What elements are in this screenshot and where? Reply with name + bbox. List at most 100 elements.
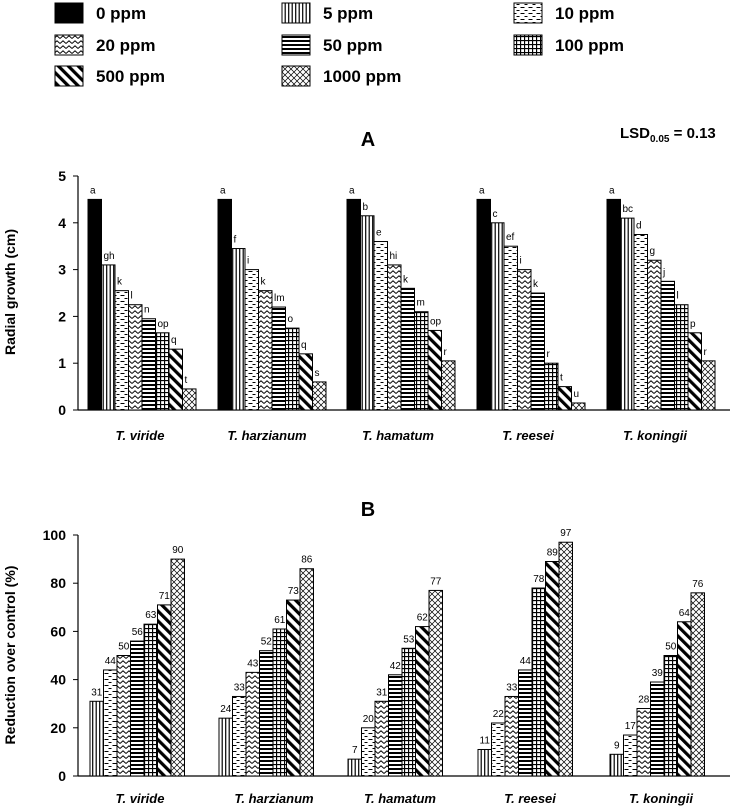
panel-a-y-tick-label: 0 [58, 402, 66, 418]
panel-b-bar-t-koningii-50-ppm [650, 681, 665, 777]
panel-b-bar-t-harzianum-1000-ppm [299, 568, 314, 777]
panel-a-bar-t-harzianum-0-ppm [217, 198, 232, 411]
legend-label-1000-ppm: 1000 ppm [323, 67, 401, 86]
panel-a-bar-t-reesei-0-ppm [476, 198, 491, 411]
panel-b-category-label-t-hamatum: T. hamatum [364, 791, 436, 806]
panel-b-bar-t-harzianum-100-ppm [272, 628, 287, 777]
legend-swatch-50-ppm [281, 34, 311, 56]
legend-swatch-100-ppm [513, 34, 543, 56]
panel-a-data-label: lm [274, 293, 285, 304]
panel-b-data-label: 42 [390, 661, 402, 672]
panel-a-data-label: k [117, 277, 123, 288]
panel-b-bar-t-reesei-50-ppm [518, 669, 533, 777]
panel-b-y-tick-label: 100 [43, 527, 67, 543]
panel-a-data-label: q [301, 340, 307, 351]
legend-swatch-10-ppm [513, 2, 543, 24]
panel-a-data-label: i [247, 256, 249, 267]
panel-b-bar-t-koningii-500-ppm [677, 621, 692, 777]
panel-a-y-tick-label: 2 [58, 308, 66, 324]
panel-a-bar-t-harzianum-500-ppm [298, 353, 313, 411]
panel-b-data-label: 9 [614, 740, 620, 751]
panel-a-bar-t-hamatum-0-ppm [346, 198, 361, 411]
panel-b-category-label-t-koningii: T. koningii [629, 791, 693, 806]
panel-b-y-tick-label: 20 [50, 720, 66, 736]
panel-a-data-label: f [234, 235, 237, 246]
panel-b-data-label: 11 [480, 735, 491, 746]
panel-a-bar-t-harzianum-50-ppm [271, 306, 286, 411]
panel-b-data-label: 7 [352, 745, 358, 756]
panel-b-bar-t-viride-1000-ppm [170, 558, 185, 777]
panel-a-data-label: n [144, 305, 150, 316]
panel-a-bar-t-viride-100-ppm [155, 332, 170, 411]
panel-a-data-label: o [288, 314, 294, 325]
panel-b-bar-t-reesei-20-ppm [504, 695, 519, 777]
panel-a-data-label: k [261, 277, 267, 288]
panel-b-data-label: 97 [560, 528, 572, 539]
panel-b-bar-t-koningii-100-ppm [663, 655, 678, 777]
panel-b-bar-t-hamatum-20-ppm [374, 700, 389, 777]
lsd-annotation: LSD0.05 = 0.13 [620, 125, 716, 145]
panel-a-data-label: g [650, 246, 656, 257]
panel-a-bar-t-reesei-500-ppm [557, 386, 572, 411]
panel-a-y-tick-label: 1 [58, 355, 66, 371]
panel-b-data-label: 56 [132, 627, 144, 638]
legend-label-10-ppm: 10 ppm [555, 4, 615, 23]
panel-b-data-label: 63 [145, 610, 157, 621]
panel-b-bar-t-viride-5-ppm [89, 700, 104, 777]
panel-a-data-label: hi [390, 251, 398, 262]
panel-b-data-label: 39 [652, 668, 664, 679]
panel-a-data-label: c [493, 209, 498, 220]
panel-a-bar-t-koningii-0-ppm [606, 198, 621, 411]
panel-a-y-tick-label: 5 [58, 168, 66, 184]
panel-b-chart: B Reduction over control (%) 0 20 40 60 80 10… [2, 499, 730, 806]
panel-a-bar-t-hamatum-100-ppm [414, 311, 429, 411]
panel-a-data-label: l [677, 291, 679, 302]
panel-b-bar-t-reesei-10-ppm [491, 722, 506, 777]
panel-b-bar-t-viride-20-ppm [116, 655, 131, 777]
panel-b-bar-t-harzianum-5-ppm [218, 717, 233, 777]
panel-b-data-label: 52 [261, 637, 273, 648]
panel-b-bar-t-reesei-100-ppm [531, 587, 546, 777]
panel-a-data-label: u [574, 389, 580, 400]
panel-b-data-label: 22 [493, 709, 505, 720]
panel-b-data-label: 33 [234, 682, 246, 693]
panel-a-data-label: i [520, 256, 522, 267]
panel-b-bar-t-viride-50-ppm [130, 640, 145, 777]
panel-a-bar-t-koningii-500-ppm [687, 332, 702, 411]
panel-b-title: B [361, 499, 375, 521]
panel-a-data-label: k [533, 279, 539, 290]
panel-a-y-tick-label: 4 [58, 215, 66, 231]
panel-a-bar-t-hamatum-10-ppm [373, 241, 388, 411]
legend-swatch-1000-ppm [281, 65, 311, 87]
panel-b-data-label: 28 [638, 695, 650, 706]
legend: 0 ppm 5 ppm 10 ppm 20 ppm 50 ppm 100 ppm 500 p… [54, 2, 624, 87]
panel-a-bar-t-reesei-10-ppm [503, 245, 518, 411]
legend-label-20-ppm: 20 ppm [96, 36, 156, 55]
panel-b-bar-t-hamatum-10-ppm [361, 727, 376, 777]
panel-a-bar-t-reesei-1000-ppm [571, 402, 586, 411]
panel-b-bar-t-harzianum-10-ppm [232, 695, 247, 777]
panel-b-bar-t-koningii-20-ppm [636, 708, 651, 777]
panel-b-bar-t-hamatum-5-ppm [347, 758, 362, 777]
legend-swatch-5-ppm [281, 2, 311, 24]
panel-b-data-label: 20 [363, 714, 375, 725]
panel-a-data-label: e [376, 228, 382, 239]
panel-a-bar-t-harzianum-1000-ppm [312, 381, 327, 411]
panel-a-data-label: op [430, 316, 442, 327]
panel-b-category-label-t-harzianum: T. harzianum [234, 791, 314, 806]
panel-b-bar-t-reesei-1000-ppm [558, 541, 573, 777]
panel-b-bar-t-viride-10-ppm [103, 669, 118, 777]
panel-a-bar-t-viride-500-ppm [168, 348, 183, 411]
legend-swatch-0-ppm [54, 2, 84, 24]
panel-a-data-label: r [444, 347, 448, 358]
panel-b-data-label: 78 [533, 574, 545, 585]
panel-a-category-label-t-hamatum: T. hamatum [362, 428, 434, 443]
panel-a-data-label: r [704, 347, 708, 358]
panel-a-title: A [361, 129, 375, 151]
panel-a-data-label: p [690, 319, 696, 330]
panel-a-bar-t-viride-0-ppm [87, 198, 102, 411]
panel-a-bar-t-harzianum-20-ppm [258, 290, 273, 411]
panel-a-category-label-t-koningii: T. koningii [623, 428, 687, 443]
panel-a-bar-t-reesei-5-ppm [490, 222, 505, 411]
